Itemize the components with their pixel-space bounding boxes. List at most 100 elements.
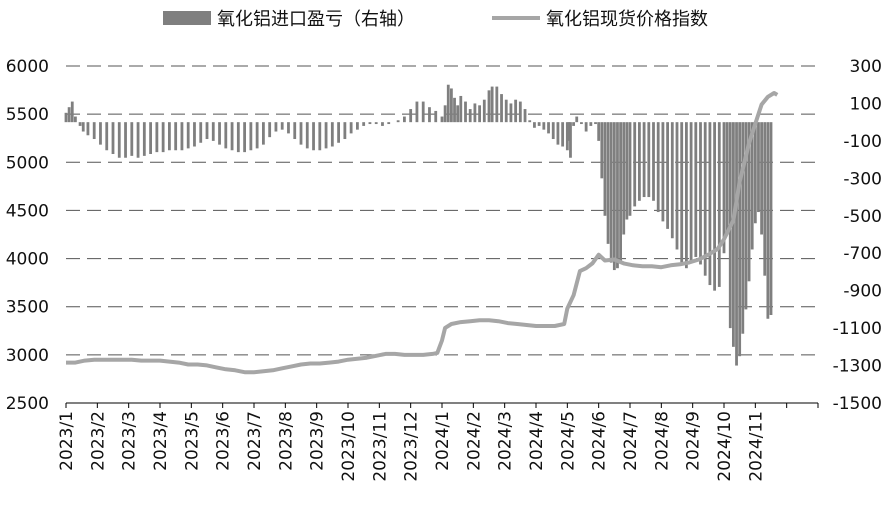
- price-index-line: [66, 91, 779, 375]
- bar-series-import-profit: [64, 84, 773, 366]
- bar-mark: [717, 122, 721, 287]
- bar-mark: [236, 122, 240, 153]
- bar-mark: [124, 122, 127, 158]
- left-tick-label: 5500: [6, 105, 49, 125]
- bar-mark: [168, 122, 171, 151]
- bar-mark: [537, 122, 541, 126]
- bar-mark: [81, 122, 85, 132]
- bar-mark: [603, 122, 607, 216]
- bar-mark: [606, 122, 610, 244]
- x-tick-label: 2023/2: [88, 411, 108, 471]
- bar-mark: [459, 95, 463, 123]
- bar-mark: [769, 122, 773, 316]
- bar-mark: [760, 122, 763, 235]
- right-tick-label: -900: [843, 282, 882, 302]
- bar-mark: [142, 122, 146, 156]
- bar-mark: [638, 122, 641, 201]
- bar-mark: [647, 122, 651, 198]
- x-tick-label: 2024/4: [527, 411, 547, 471]
- bar-mark: [464, 101, 467, 123]
- bar-mark: [495, 86, 499, 123]
- bar-mark: [199, 122, 203, 143]
- bar-mark: [738, 122, 742, 357]
- bar-mark: [572, 122, 575, 126]
- bar-mark: [211, 122, 215, 141]
- bar-mark: [262, 122, 265, 145]
- bar-mark: [218, 122, 221, 145]
- bar-mark: [616, 122, 619, 269]
- x-tick-label: 2023/10: [339, 411, 359, 482]
- bar-mark: [356, 122, 359, 130]
- bar-mark: [633, 122, 637, 207]
- bar-mark: [274, 122, 278, 132]
- bar-mark: [299, 122, 303, 145]
- left-tick-label: 5000: [6, 153, 49, 173]
- legend-label-line: 氧化铝现货价格指数: [546, 9, 708, 30]
- bar-mark: [569, 122, 572, 158]
- bar-mark: [440, 116, 444, 123]
- left-tick-label: 4000: [6, 250, 49, 270]
- x-tick-label: 2024/1: [433, 411, 453, 471]
- line-series-price-index: [66, 91, 779, 375]
- bar-mark: [428, 107, 431, 123]
- bar-mark: [725, 122, 729, 235]
- x-tick-label: 2023/7: [245, 411, 265, 471]
- bar-mark: [656, 122, 660, 213]
- bar-mark: [757, 122, 760, 213]
- bar-mark: [268, 122, 272, 138]
- legend: 氧化铝进口盈亏（右轴） 氧化铝现货价格指数: [163, 9, 708, 30]
- bar-mark: [287, 122, 290, 134]
- x-tick-label: 2023/5: [182, 411, 202, 471]
- bar-mark: [589, 122, 593, 126]
- right-tick-label: -300: [843, 169, 882, 189]
- right-tick-label: -700: [843, 244, 882, 264]
- bar-mark: [666, 122, 669, 229]
- bar-mark: [713, 122, 716, 291]
- bar-mark: [703, 122, 707, 276]
- left-tick-label: 4500: [6, 201, 49, 221]
- bar-mark: [409, 109, 413, 123]
- bar-mark: [105, 122, 109, 151]
- bar-mark: [625, 122, 629, 220]
- bar-mark: [468, 109, 472, 123]
- bar-mark: [600, 122, 604, 179]
- bar-mark: [396, 120, 400, 123]
- right-tick-label: 300: [850, 57, 882, 77]
- bar-mark: [130, 122, 134, 156]
- bar-mark: [628, 122, 632, 216]
- bar-mark: [680, 122, 684, 265]
- bar-mark: [368, 122, 372, 125]
- x-tick-label: 2023/11: [370, 411, 390, 482]
- bar-mark: [136, 122, 140, 158]
- bar-mark: [64, 112, 68, 123]
- bar-mark: [387, 122, 391, 125]
- bar-mark: [446, 84, 450, 123]
- left-axis-ticks: 2500 3000 3500 4000 4500 5000 5500 6000: [6, 57, 49, 414]
- bar-mark: [685, 122, 688, 269]
- x-tick-label: 2023/3: [120, 411, 140, 471]
- bar-mark: [450, 88, 453, 123]
- bar-mark: [374, 122, 378, 125]
- bar-mark: [622, 122, 626, 235]
- bar-mark: [149, 122, 152, 154]
- bar-mark: [443, 105, 447, 123]
- bar-mark: [567, 122, 571, 141]
- x-tick-label: 2023/6: [214, 411, 234, 471]
- bar-mark: [180, 122, 184, 151]
- bar-mark: [542, 122, 546, 130]
- bar-mark: [533, 122, 536, 128]
- bar-mark: [349, 122, 353, 134]
- bar-mark: [699, 122, 702, 265]
- bar-mark: [174, 122, 178, 151]
- bar-mark: [661, 122, 665, 222]
- bar-mark: [584, 122, 588, 132]
- bar-mark: [381, 122, 384, 126]
- x-tick-label: 2024/7: [621, 411, 641, 471]
- bar-mark: [92, 122, 96, 140]
- left-tick-label: 6000: [6, 57, 49, 77]
- x-tick-label: 2024/5: [558, 411, 578, 471]
- bar-mark: [609, 122, 613, 263]
- bar-mark: [763, 122, 767, 276]
- bar-mark: [243, 122, 246, 153]
